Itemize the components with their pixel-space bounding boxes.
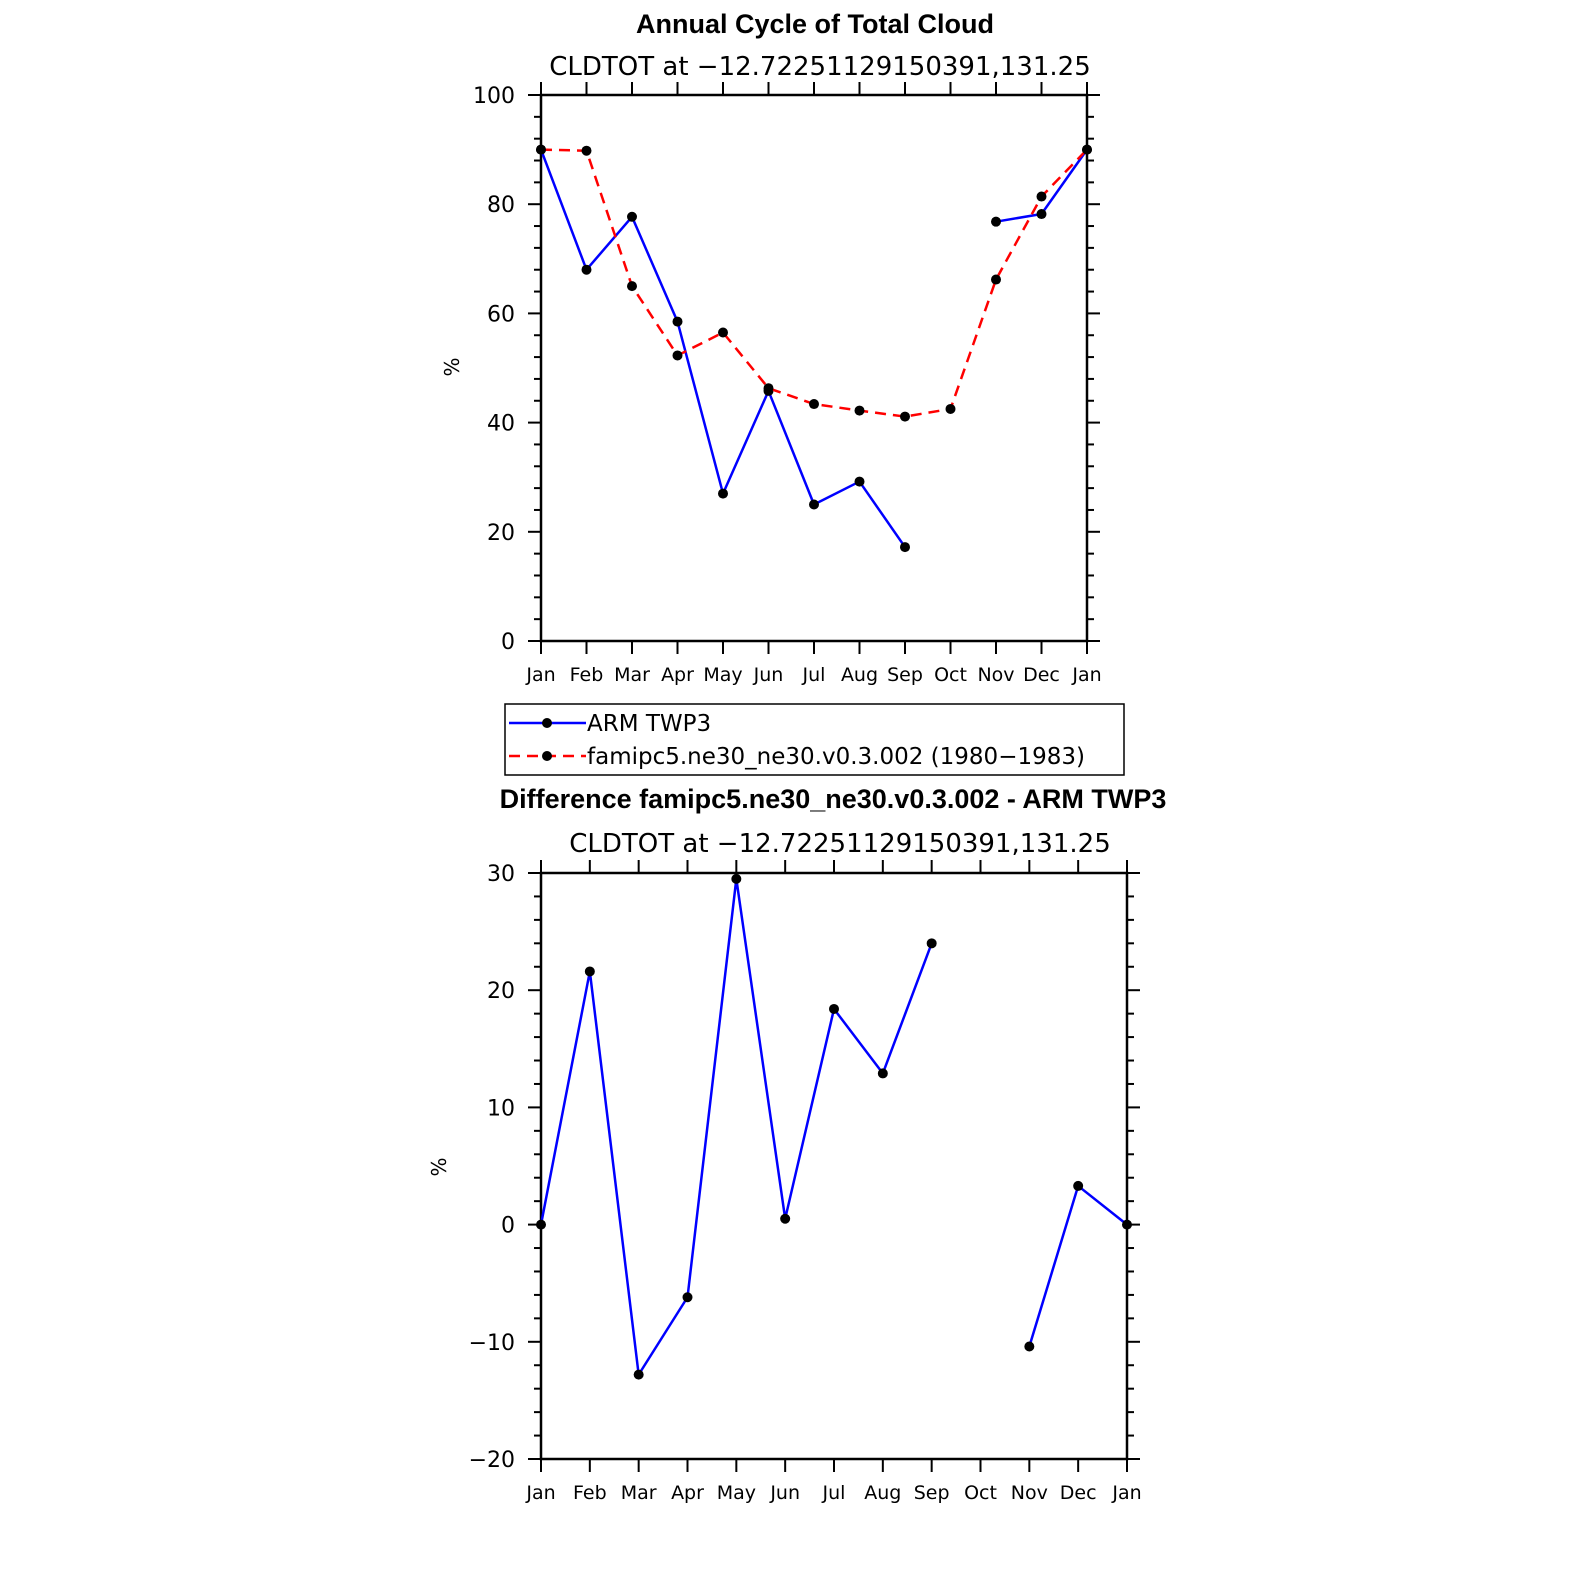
y-axis-label: %	[427, 1157, 451, 1176]
x-tick-label: Jun	[753, 664, 784, 686]
data-point	[627, 281, 637, 292]
data-point	[1036, 209, 1047, 220]
x-tick-label: Jan	[1071, 664, 1101, 686]
data-point	[672, 316, 683, 327]
x-tick-label: Feb	[573, 1482, 607, 1504]
x-tick-label: Dec	[1060, 1482, 1097, 1504]
x-tick-label: Sep	[914, 1482, 950, 1504]
difference-panel: Difference famipc5.ne30_ne30.v0.3.002 - …	[427, 784, 1166, 1504]
legend-swatch-marker	[542, 718, 552, 728]
chart-subtitle: CLDTOT at −12.72251129150391,131.25	[569, 829, 1111, 859]
data-point	[536, 144, 546, 155]
data-point	[581, 264, 592, 275]
plot-frame	[539, 93, 1089, 643]
data-point	[1082, 144, 1092, 155]
x-tick-label: Jan	[525, 1482, 555, 1504]
legend: ARM TWP3 famipc5.ne30_ne30.v0.3.002 (198…	[504, 703, 1125, 776]
x-tick-label: Mar	[614, 664, 650, 686]
x-tick-label: Nov	[977, 664, 1014, 686]
y-tick-label: 100	[473, 84, 515, 109]
data-point	[780, 1213, 791, 1224]
data-point	[1024, 1341, 1035, 1352]
data-point	[672, 350, 683, 361]
x-tick-label: Jan	[1111, 1482, 1141, 1504]
data-point	[581, 145, 592, 156]
x-tick-label: Aug	[841, 664, 878, 686]
legend-box	[504, 703, 1125, 776]
data-point	[763, 383, 774, 394]
data-point	[900, 411, 910, 422]
y-tick-label: 0	[501, 1214, 515, 1239]
x-tick-label: Apr	[661, 664, 694, 686]
data-point	[854, 405, 865, 416]
legend-swatch-marker	[542, 751, 552, 761]
x-tick-label: Jan	[525, 664, 555, 686]
data-point	[1122, 1219, 1132, 1230]
data-point	[731, 873, 742, 884]
plot-area: −20 −10 0 10 20 30 Jan Feb Mar Apr May Jun Jul Aug Sep…	[469, 860, 1142, 1504]
data-point	[991, 216, 1001, 227]
chart-subtitle: CLDTOT at −12.72251129150391,131.25	[549, 52, 1091, 82]
data-point	[627, 211, 637, 222]
data-point	[926, 938, 937, 949]
data-point	[809, 399, 819, 410]
data-point	[1036, 191, 1047, 202]
data-point	[718, 488, 728, 499]
x-tick-label: Jul	[802, 664, 826, 686]
legend-entry-label: famipc5.ne30_ne30.v0.3.002 (1980−1983)	[587, 744, 1085, 770]
legend-entry-label: ARM TWP3	[587, 711, 711, 737]
annual-cycle-panel: Annual Cycle of Total Cloud CLDTOT at −1…	[440, 9, 1125, 776]
y-axis-label: %	[440, 357, 464, 376]
x-tick-label: Nov	[1011, 1482, 1048, 1504]
x-tick-label: Jun	[769, 1482, 800, 1504]
x-tick-label: Feb	[570, 664, 604, 686]
y-tick-label: 20	[487, 521, 515, 546]
series-line	[540, 148, 1088, 418]
x-tick-label: Jul	[822, 1482, 846, 1504]
data-point	[682, 1292, 693, 1303]
data-point	[900, 542, 910, 553]
plot-frame	[539, 871, 1129, 1461]
x-tick-label: Apr	[671, 1482, 704, 1504]
y-tick-label: 80	[487, 193, 515, 218]
data-point	[991, 274, 1001, 285]
data-point	[877, 1068, 888, 1079]
data-point	[829, 1003, 839, 1014]
x-tick-label: Dec	[1023, 664, 1060, 686]
chart-title: Annual Cycle of Total Cloud	[636, 9, 994, 39]
data-point	[1073, 1180, 1084, 1191]
x-tick-label: Oct	[934, 664, 967, 686]
y-tick-label: 10	[487, 1096, 515, 1121]
series-line	[539, 149, 907, 548]
y-tick-label: 60	[487, 302, 515, 327]
data-point	[718, 327, 728, 338]
data-point	[809, 499, 819, 510]
series-line	[1028, 1184, 1128, 1347]
y-tick-label: 40	[487, 412, 515, 437]
data-point	[633, 1369, 644, 1380]
y-tick-label: 20	[487, 979, 515, 1004]
data-point	[584, 966, 595, 977]
x-tick-label: May	[703, 664, 742, 686]
y-tick-label: −20	[469, 1448, 515, 1473]
x-tick-label: Mar	[621, 1482, 657, 1504]
y-tick-label: −10	[469, 1331, 515, 1356]
chart-title: Difference famipc5.ne30_ne30.v0.3.002 - …	[500, 784, 1167, 814]
series-line	[539, 877, 933, 1376]
x-tick-label: May	[717, 1482, 756, 1504]
plot-area: 0 20 40 60 80 100 Jan Feb Mar Apr May Jun Jul Aug Sep O…	[473, 82, 1102, 686]
data-point	[854, 476, 865, 487]
y-tick-label: 0	[501, 630, 515, 655]
x-tick-label: Aug	[864, 1482, 901, 1504]
x-tick-label: Oct	[964, 1482, 997, 1504]
x-tick-label: Sep	[887, 664, 923, 686]
data-point	[536, 1219, 546, 1230]
data-point	[945, 403, 956, 414]
y-tick-label: 30	[487, 862, 515, 887]
